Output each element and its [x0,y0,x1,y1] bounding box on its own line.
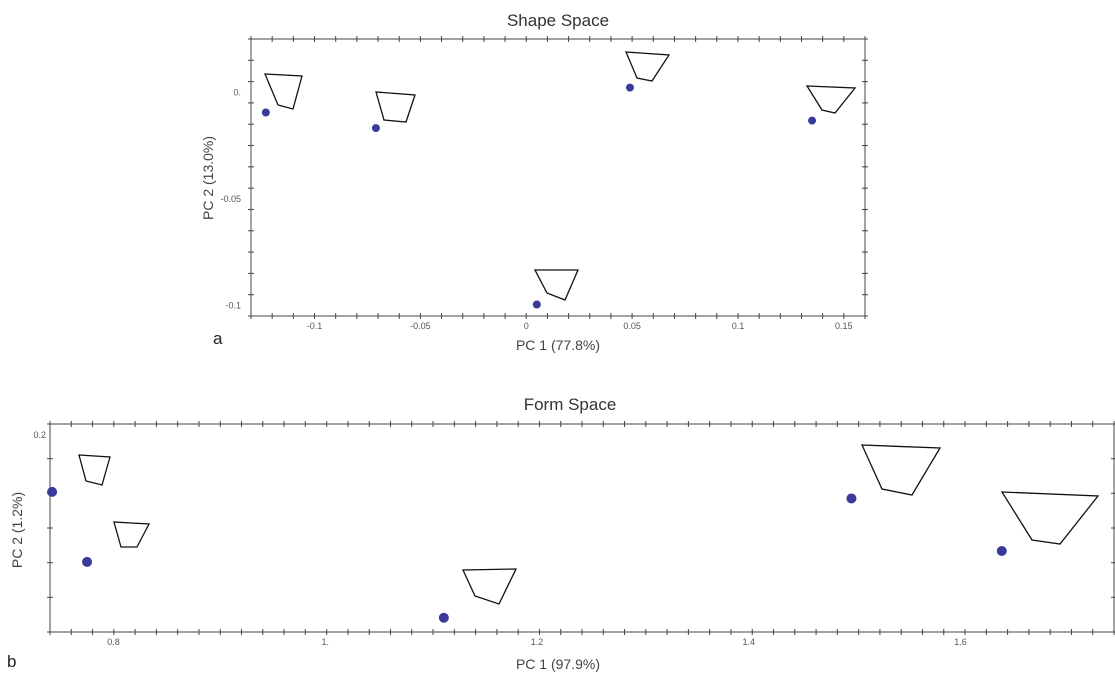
shape-glyph [263,73,303,110]
data-points [47,486,1007,623]
data-point [808,116,817,125]
data-point [82,556,93,567]
plot-frame [49,423,1115,633]
panel-shape-space: Shape Space -0.1 -0.05 0 0.05 0.1 0.15 0… [200,11,868,353]
x-tick-label: 1.6 [954,637,967,647]
x-tick-label: 0.05 [623,321,641,331]
x-tick-label: 0 [524,321,529,331]
data-point [371,124,380,133]
x-tick-label: 0.15 [835,321,853,331]
shape-glyphs [263,51,857,301]
x-tick-label: 1.4 [742,637,755,647]
data-point [261,108,270,117]
x-axis-label: PC 1 (97.9%) [516,656,600,672]
x-axis-label: PC 1 (77.8%) [516,337,600,353]
y-tick-label: 0. [233,87,241,97]
shape-glyph [860,444,942,496]
data-point [996,545,1007,556]
shape-glyphs [78,444,1100,605]
tick-marks [248,36,868,319]
shape-glyph [461,568,518,605]
data-points [261,83,817,309]
chart-title: Form Space [524,395,617,414]
x-tick-labels: 0.8 1. 1.2 1.4 1.6 [107,637,966,647]
panel-letter: b [7,652,16,671]
x-tick-label: -0.1 [307,321,323,331]
shape-glyph [1000,491,1100,545]
y-tick-label: 0.2 [33,430,46,440]
x-tick-label: -0.05 [410,321,431,331]
data-point [438,612,449,623]
plot-frame [250,38,866,317]
x-tick-labels: -0.1 -0.05 0 0.05 0.1 0.15 [307,321,853,331]
data-point [47,486,58,497]
y-tick-labels: 0. -0.05 -0.1 [220,87,241,310]
y-axis-label: PC 2 (1.2%) [9,492,25,568]
data-point [846,493,857,504]
y-tick-label: -0.1 [225,300,241,310]
x-tick-label: 1. [322,637,330,647]
shape-glyph [375,91,416,123]
tick-marks [47,421,1115,635]
x-tick-label: 1.2 [531,637,544,647]
shape-glyph [624,51,671,82]
y-axis-label: PC 2 (13.0%) [200,136,216,220]
shape-glyph [113,521,151,548]
shape-glyph [533,269,579,301]
y-tick-labels: 0.2 [33,430,46,440]
shape-glyph [78,454,111,486]
chart-title: Shape Space [507,11,609,30]
data-point [532,300,541,309]
panel-letter: a [213,329,223,348]
data-point [625,83,634,92]
x-tick-label: 0.8 [107,637,120,647]
y-tick-label: -0.05 [220,194,241,204]
panel-form-space: Form Space 0.8 1. 1.2 1.4 1.6 0.2 PC 1 (… [7,395,1115,672]
shape-glyph [805,85,857,114]
x-tick-label: 0.1 [732,321,745,331]
